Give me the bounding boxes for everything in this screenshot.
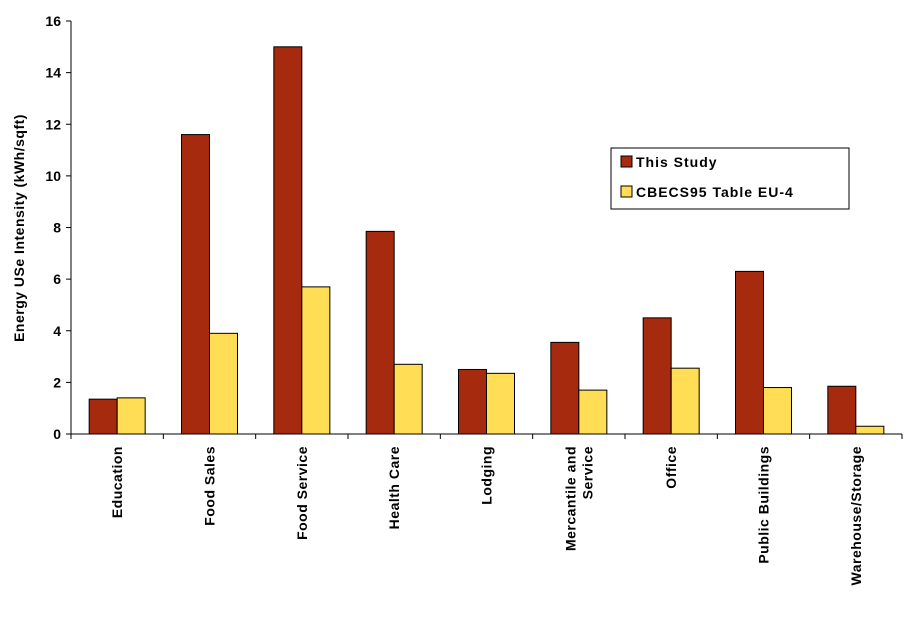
bar-this-study-7	[735, 270, 764, 435]
category-label: Public Buildings	[756, 446, 772, 564]
legend-swatch	[620, 155, 633, 168]
legend-label: CBECS95 Table EU-4	[636, 184, 794, 200]
category-labels: Education Food Sales Food Service Health Ca…	[109, 446, 864, 585]
category-label: Food Service	[294, 446, 310, 540]
bar-this-study-1	[181, 134, 210, 435]
legend-swatch	[620, 185, 633, 198]
bar-this-study-5	[550, 341, 580, 435]
legend-label: This Study	[636, 154, 718, 170]
bar-cbecs95-6	[670, 367, 700, 435]
x-axis	[70, 433, 903, 439]
category-label: Office	[663, 446, 679, 489]
bar-this-study-6	[642, 317, 672, 435]
category-label: Warehouse/Storage	[848, 446, 864, 585]
bar-cbecs95-1	[209, 332, 238, 435]
bar-cbecs95-8	[855, 425, 885, 435]
bar-this-study-4	[458, 368, 487, 435]
legend-box	[610, 147, 850, 210]
y-tick-label: 0	[53, 426, 61, 442]
y-tick-label: 10	[45, 168, 61, 184]
y-axis-title: Energy USe Intensity (kWh/sqft)	[11, 114, 27, 342]
y-tick-label: 12	[45, 116, 61, 132]
bar-this-study-3	[365, 230, 395, 435]
bar-cbecs95-2	[301, 286, 331, 435]
bar-cbecs95-0	[116, 397, 146, 435]
y-tick-label: 2	[53, 374, 61, 390]
bar-cbecs95-4	[486, 372, 515, 435]
y-tick-label: 14	[45, 65, 61, 81]
y-tick-label: 6	[53, 271, 61, 287]
bar-cbecs95-3	[393, 363, 423, 435]
category-label: Health Care	[386, 446, 402, 529]
category-label: Service	[579, 446, 595, 499]
bars	[88, 46, 885, 435]
bar-cbecs95-5	[578, 389, 608, 435]
legend: This Study CBECS95 Table EU-4	[610, 147, 850, 210]
category-label: Food Sales	[202, 446, 218, 526]
bar-this-study-8	[827, 385, 857, 435]
category-label: Lodging	[479, 446, 495, 505]
bar-this-study-2	[273, 46, 303, 435]
bar-cbecs95-7	[763, 387, 792, 435]
category-label: Mercantile and	[562, 446, 578, 551]
bar-this-study-0	[88, 398, 118, 435]
y-tick-label: 16	[45, 13, 61, 29]
category-label: Education	[109, 446, 125, 518]
y-axis: 0 2 4 6 8 10 12 14 16	[45, 13, 72, 442]
y-tick-label: 8	[53, 220, 61, 236]
y-tick-label: 4	[53, 323, 61, 339]
